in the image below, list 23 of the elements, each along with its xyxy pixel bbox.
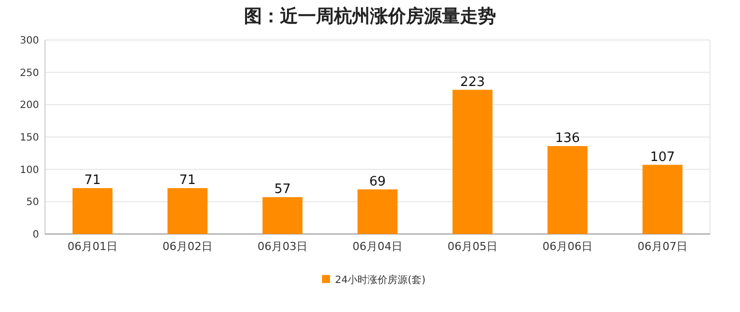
legend: 24小时涨价房源(套) (335, 275, 426, 286)
data-label: 107 (650, 150, 675, 165)
data-label: 57 (274, 182, 291, 198)
data-label: 136 (555, 131, 580, 146)
ytick: 200 (20, 100, 39, 112)
xtick: 06月06日 (542, 240, 592, 253)
xtick: 06月01日 (68, 240, 118, 253)
ytick: 150 (20, 132, 39, 144)
data-label: 71 (84, 173, 101, 188)
ytick: 250 (20, 68, 39, 79)
data-label: 71 (179, 173, 196, 188)
data-label: 69 (369, 174, 386, 190)
xtick: 06月07日 (638, 240, 688, 253)
xtick: 06月02日 (162, 240, 212, 253)
xtick: 06月05日 (448, 240, 498, 253)
xtick: 06月04日 (352, 240, 402, 253)
ytick: 100 (20, 164, 39, 176)
ytick: 300 (20, 36, 39, 46)
title: 图：近一周杭州涨价房源量走势 (244, 6, 496, 27)
data-label: 223 (460, 74, 485, 90)
xtick: 06月03日 (258, 240, 308, 253)
ytick: 0 (32, 230, 39, 240)
ytick: 50 (26, 197, 39, 208)
